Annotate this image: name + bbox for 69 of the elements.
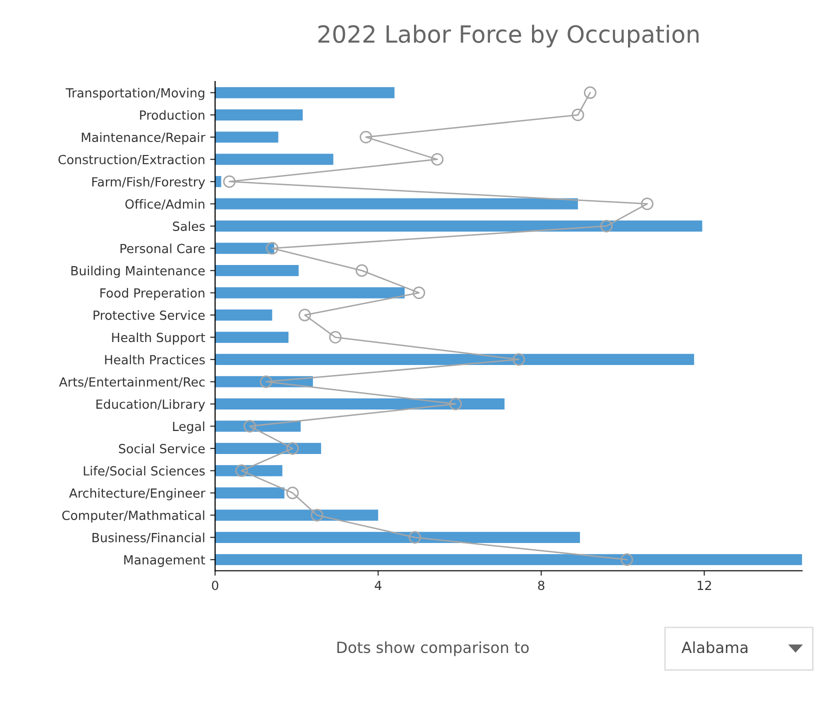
y-tick-label: Office/Admin [125,199,204,210]
y-tick-label: Business/Financial [92,532,204,544]
y-tick-label: Social Service [118,444,205,454]
bar [215,132,278,143]
bar [215,554,802,566]
bar [215,332,288,343]
y-tick-label: Transportation/Moving [66,88,204,100]
x-tick-label: 12 [698,580,711,590]
point [412,286,426,300]
x-tick-label: 4 [374,580,382,590]
y-tick-label: Personal Care [120,244,205,254]
point [584,86,596,99]
point [360,130,372,144]
bar [215,442,322,454]
y-tick-label: Building Maintenance [71,266,205,278]
point [512,353,526,366]
text: Alabama [682,641,748,654]
point [286,486,299,500]
y-tick-label: Computer/Mathmatical [62,510,204,522]
point [356,264,368,277]
bar [215,510,378,521]
point [260,375,272,388]
point [600,220,613,232]
point [640,198,654,210]
y-tick-label: Health Practices [105,354,205,364]
bar [215,87,394,98]
bar [215,354,694,366]
point [408,531,422,544]
bar [215,264,299,276]
y-tick-label: Maintenance/Repair [82,132,206,144]
y-tick-label: Architecture/Engineer [69,488,206,500]
y-tick-label: Legal [173,421,204,434]
point [431,153,444,166]
y-tick-label: Construction/Extraction [58,154,204,166]
bar [215,309,272,321]
y-tick-label: Food Preperation [100,288,204,300]
point [244,420,256,432]
point [620,553,634,566]
y-tick-label: Education/Library [96,399,206,412]
point [449,398,462,410]
bar [215,109,303,120]
text: Dots show comparison to [337,641,529,656]
bar [215,198,578,210]
bar [215,287,405,298]
y-tick-label: Production [140,110,204,120]
y-tick-label: Protective Service [94,310,205,320]
point [235,464,248,477]
y-tick-label: Management [124,555,206,567]
x-tick-label: 8 [538,580,544,590]
point [310,508,324,522]
x-tick-label: 0 [212,580,218,590]
point [266,242,278,255]
y-tick-label: Life/Social Sciences [84,466,205,477]
y-tick-label: Sales [172,221,205,231]
y-tick-label: Farm/Fish/Forestry [92,176,206,189]
bar [215,220,702,232]
bar [215,242,274,254]
y-tick-label: Health Support [112,332,206,345]
bar [215,398,505,410]
bar [215,532,580,543]
point [223,175,236,188]
point [286,442,299,455]
point [298,308,312,322]
y-tick-label: Arts/Entertainment/Rec [59,376,205,388]
bar [215,487,284,498]
bar [215,154,334,165]
point [572,108,584,122]
chart-title: 2022 Labor Force by Occupation [318,24,699,48]
point [329,331,342,344]
